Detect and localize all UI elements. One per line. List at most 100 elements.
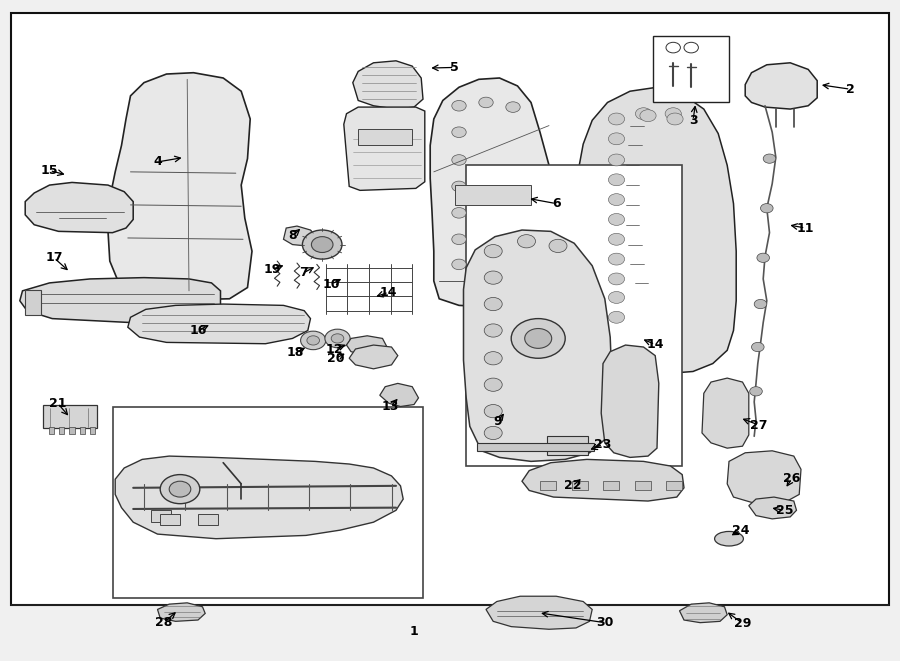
Text: 7: 7 (299, 266, 308, 280)
Circle shape (325, 329, 350, 348)
Text: 29: 29 (734, 617, 752, 630)
Circle shape (331, 334, 344, 343)
Circle shape (608, 311, 625, 323)
Circle shape (484, 405, 502, 418)
Polygon shape (128, 304, 310, 344)
Polygon shape (522, 459, 684, 501)
Circle shape (452, 259, 466, 270)
Polygon shape (284, 226, 315, 246)
Polygon shape (349, 345, 398, 369)
Text: 22: 22 (563, 479, 581, 492)
Circle shape (608, 194, 625, 206)
Circle shape (479, 97, 493, 108)
Bar (477, 443, 594, 451)
Polygon shape (430, 78, 558, 307)
Bar (69, 427, 75, 434)
Bar (43, 405, 97, 428)
Text: 14: 14 (380, 286, 398, 299)
Circle shape (608, 273, 625, 285)
Bar (79, 427, 85, 434)
Circle shape (549, 239, 567, 253)
Circle shape (452, 234, 466, 245)
Text: 17: 17 (45, 251, 63, 264)
Circle shape (763, 154, 776, 163)
Circle shape (750, 387, 762, 396)
Circle shape (518, 235, 536, 248)
Text: 11: 11 (796, 221, 814, 235)
Circle shape (484, 245, 502, 258)
Circle shape (635, 108, 652, 120)
Circle shape (169, 481, 191, 497)
Circle shape (752, 342, 764, 352)
Polygon shape (115, 456, 403, 539)
Circle shape (484, 352, 502, 365)
Circle shape (452, 127, 466, 137)
Bar (466, 165, 682, 466)
Bar (547, 436, 588, 455)
Ellipse shape (715, 531, 743, 546)
Circle shape (608, 154, 625, 166)
Circle shape (302, 230, 342, 259)
Bar (454, 185, 531, 205)
Circle shape (525, 329, 552, 348)
Text: 28: 28 (155, 616, 173, 629)
Text: 18: 18 (286, 346, 304, 360)
Bar (25, 290, 41, 315)
Text: 6: 6 (552, 197, 561, 210)
Circle shape (754, 299, 767, 309)
Bar (198, 514, 218, 525)
Polygon shape (601, 345, 659, 457)
Bar (112, 407, 423, 598)
Circle shape (511, 319, 565, 358)
Polygon shape (20, 278, 220, 324)
Circle shape (484, 297, 502, 311)
Circle shape (506, 102, 520, 112)
Circle shape (484, 378, 502, 391)
Circle shape (160, 475, 200, 504)
Circle shape (608, 292, 625, 303)
Text: 20: 20 (327, 352, 345, 365)
Bar (634, 481, 651, 490)
Text: 1: 1 (410, 625, 418, 638)
Circle shape (608, 113, 625, 125)
Text: 13: 13 (382, 400, 400, 413)
Bar (603, 481, 619, 490)
Polygon shape (745, 63, 817, 109)
Circle shape (665, 108, 681, 120)
Circle shape (760, 204, 773, 213)
Circle shape (666, 42, 680, 53)
Polygon shape (346, 336, 387, 356)
Text: 23: 23 (594, 438, 612, 451)
Bar (666, 481, 682, 490)
Text: 21: 21 (49, 397, 67, 410)
Text: 5: 5 (450, 61, 459, 74)
Text: 10: 10 (322, 278, 340, 291)
Bar (358, 129, 412, 145)
Bar (151, 510, 171, 522)
Polygon shape (380, 383, 419, 407)
Polygon shape (108, 73, 252, 301)
Bar (59, 427, 65, 434)
Text: 30: 30 (596, 616, 614, 629)
Circle shape (608, 133, 625, 145)
Text: 19: 19 (263, 263, 281, 276)
Circle shape (452, 155, 466, 165)
Bar (49, 427, 54, 434)
Polygon shape (464, 230, 612, 461)
Polygon shape (727, 451, 801, 504)
Text: 15: 15 (40, 164, 58, 177)
Text: 26: 26 (783, 472, 801, 485)
Polygon shape (344, 107, 425, 190)
Circle shape (684, 42, 698, 53)
Polygon shape (25, 182, 133, 233)
Circle shape (608, 214, 625, 225)
Circle shape (608, 174, 625, 186)
Text: 12: 12 (326, 342, 344, 356)
Circle shape (452, 100, 466, 111)
Text: 24: 24 (732, 524, 750, 537)
Text: 25: 25 (776, 504, 794, 517)
Text: 2: 2 (846, 83, 855, 96)
Bar (572, 481, 588, 490)
Text: 14: 14 (646, 338, 664, 351)
Text: 27: 27 (750, 418, 768, 432)
